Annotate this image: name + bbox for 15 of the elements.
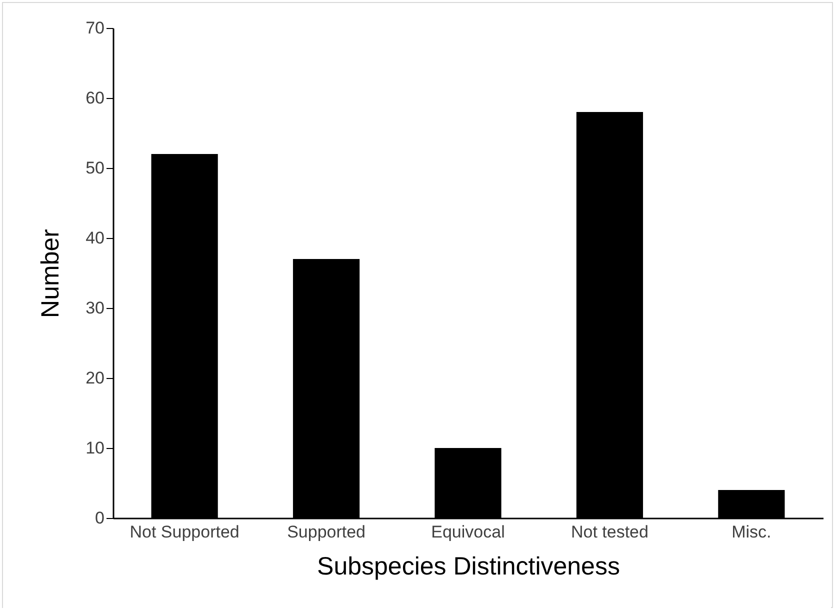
- x-tick-label: Not tested: [570, 522, 648, 542]
- y-tick-label: 20: [86, 368, 104, 388]
- x-tick-label: Equivocal: [431, 522, 505, 542]
- y-tick-label: 40: [86, 228, 104, 248]
- x-tick-label: Misc.: [732, 522, 772, 542]
- x-tick-label: Supported: [287, 522, 366, 542]
- x-tick-label: Not Supported: [130, 522, 240, 542]
- x-axis-title: Subspecies Distinctiveness: [317, 552, 620, 580]
- y-tick-label: 50: [86, 158, 104, 178]
- y-tick-label: 0: [95, 508, 104, 528]
- y-tick-label: 10: [86, 438, 104, 458]
- y-tick-label: 60: [86, 88, 104, 108]
- y-axis-title: Number: [36, 229, 65, 318]
- y-tick-label: 70: [86, 18, 104, 38]
- y-tick-label: 30: [86, 298, 104, 318]
